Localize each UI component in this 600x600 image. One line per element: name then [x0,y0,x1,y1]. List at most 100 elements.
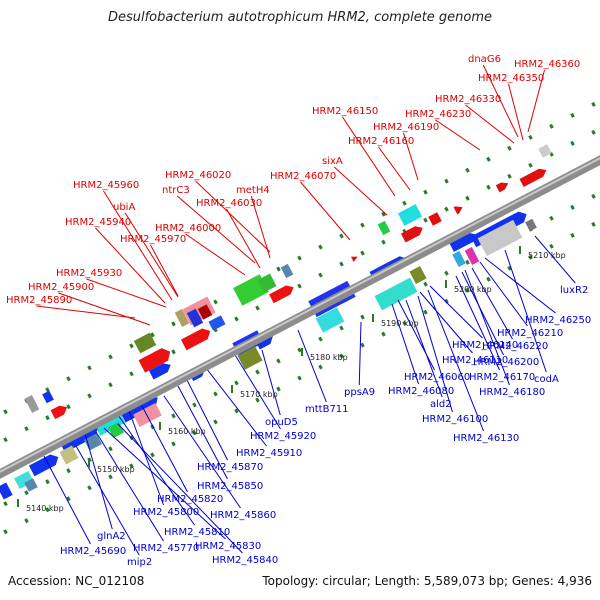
track-dot [66,404,71,410]
track-dot [444,298,449,304]
leader-line [461,271,504,356]
gene-label: HRM2_46230 [405,109,471,120]
gene-label: HRM2_45940 [65,217,131,228]
gene-label: HRM2_46360 [514,59,580,70]
gene-label: HRM2_46130 [453,433,519,444]
gene-label: HRM2_45900 [28,282,94,293]
gene-label: HRM2_45810 [164,527,230,538]
gene-label: HRM2_46100 [422,414,488,425]
leader-line [163,395,241,509]
gene-label: HRM2_45820 [157,494,223,505]
gene-label: HRM2_46220 [482,341,548,352]
gene-block [14,470,34,490]
kbp-label: 5160 kbp [168,427,206,436]
track-dot [444,178,449,184]
gene-block [237,346,263,370]
leader-line [527,69,545,133]
track-dot [423,189,428,195]
track-dot [549,215,554,221]
leader-line [176,195,256,264]
leader-line [358,321,362,386]
leader-line [86,278,167,308]
track-dot [381,239,386,245]
leader-line [508,83,524,141]
kbp-label: 5140 kbp [26,504,64,513]
track-dot [171,321,176,327]
track-dot [444,206,449,212]
track-dot [528,254,533,260]
track-dot [276,266,281,272]
track-dot [3,437,8,443]
track-dot [339,325,344,331]
leader-line [484,257,556,314]
gene-label: HRM2_46200 [473,357,539,368]
track-dot [255,305,260,311]
track-dot [234,316,239,322]
gene-block [0,482,13,500]
gene-label: sixA [322,156,343,167]
gene-labels: dnaG6 HRM2_46360 HRM2_46350 HRM2_46330 HRM2_… [6,54,591,568]
track-dot [570,112,575,118]
track-dot [66,496,71,502]
track-dot [87,365,92,371]
track-dot [465,167,470,173]
track-dot [24,426,29,432]
track-dot [402,200,407,206]
gene-block [24,395,40,413]
gene-arrow [495,182,509,193]
gene-label: HRM2_46170 [469,372,535,383]
gene-block [374,277,418,311]
leader-line [465,104,515,144]
kbp-ticks: 5140 kbp 5150 kbp 5160 kbp 5170 kbp 5180 kbp… [17,246,566,513]
track-dot [108,354,113,360]
kbp-label: 5190 kbp [381,319,419,328]
gene-label: HRM2_45930 [56,268,122,279]
leader-line [333,166,388,216]
gene-block [59,445,79,465]
gene-label: HRM2_46110 [442,355,508,366]
leader-line [150,244,179,297]
track-dot [444,270,449,276]
gene-block [377,220,391,236]
track-dot [171,441,176,447]
leader-line [43,455,91,545]
track-dot [339,261,344,267]
track-dot [360,342,365,348]
leader-line [195,180,271,253]
track-dot [171,349,176,355]
track-dot [129,463,134,469]
track-dot [276,386,281,392]
track-dot [549,243,554,249]
track-dot [129,371,134,377]
track-dot [87,457,92,463]
track-dot [3,409,8,415]
track-dot [255,369,260,375]
gene-arrow [28,454,59,477]
track-dot [213,299,218,305]
track-dot [213,419,218,425]
track-dot [318,272,323,278]
gene-label: HRM2_45910 [236,448,302,459]
leader-line [435,119,481,151]
track-dot [528,162,533,168]
gene-label: codA [534,374,559,385]
leader-line [391,303,419,385]
genome-backbone [0,155,600,479]
genome-title: Desulfobacterium autotrophicum HRM2, com… [107,10,493,25]
leader-line [95,431,164,542]
track-dot [234,380,239,386]
track-dot [3,501,8,507]
gene-label: ald2 [430,399,452,410]
leader-line [177,385,228,480]
track-dot [507,145,512,151]
gene-label: HRM2_45850 [197,481,263,492]
gene-block [452,250,466,268]
track-dot [24,518,29,524]
gene-block [133,403,162,427]
gene-arrow [59,426,98,453]
gene-arrow [269,285,294,304]
gene-arrow [50,405,68,420]
leader-line [103,190,173,301]
gene-label: mip2 [127,557,152,568]
leader-line [103,427,226,540]
